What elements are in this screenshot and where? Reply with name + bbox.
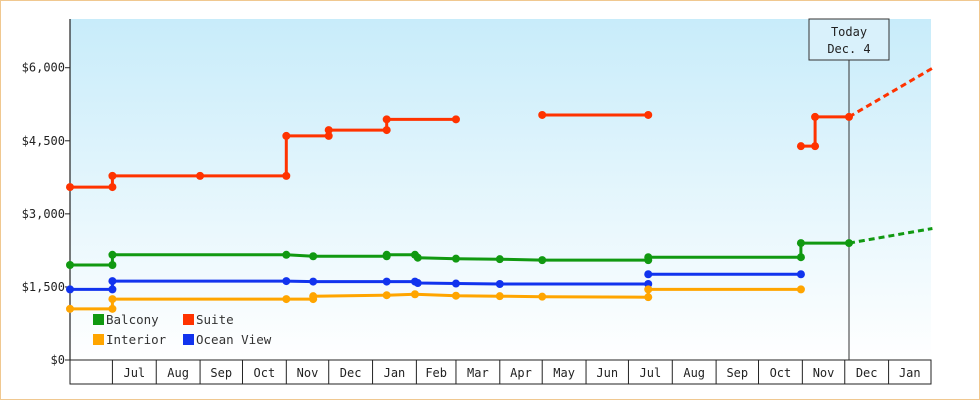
data-point-interior (495, 292, 504, 301)
legend-label-suite: Suite (196, 312, 234, 327)
data-point-balcony (108, 261, 117, 270)
data-point-suite (796, 142, 805, 151)
data-point-balcony (451, 254, 460, 263)
data-point-interior (282, 295, 291, 304)
data-point-balcony (413, 253, 422, 262)
series-line-suite (800, 115, 849, 148)
data-point-suite (108, 171, 117, 180)
y-tick-label: $1,500 (22, 280, 65, 294)
x-tick-label-nov: Nov (297, 366, 319, 380)
data-point-interior (796, 285, 805, 294)
x-tick-label-aug: Aug (683, 366, 705, 380)
data-point-suite (811, 112, 820, 121)
data-point-suite (382, 115, 391, 124)
data-point-ocean-view (413, 279, 422, 288)
data-point-balcony (309, 252, 318, 261)
data-point-suite (644, 110, 653, 119)
data-point-balcony (796, 253, 805, 262)
legend-swatch-ocean-view (183, 334, 194, 345)
data-point-suite (324, 131, 333, 140)
x-tick-label-sep: Sep (726, 366, 748, 380)
data-point-suite (538, 110, 547, 119)
plot-area (70, 19, 931, 360)
x-tick-label-may: May (553, 366, 575, 380)
data-point-interior (451, 291, 460, 300)
data-point-suite (196, 171, 205, 180)
legend-label-ocean-view: Ocean View (196, 332, 272, 347)
data-point-ocean-view (66, 285, 74, 294)
x-tick-label-jun: Jun (596, 366, 618, 380)
data-point-ocean-view (451, 279, 460, 288)
data-point-interior (644, 285, 653, 294)
data-point-balcony (282, 250, 291, 259)
x-tick-label-dec: Dec (340, 366, 362, 380)
x-tick-label-feb: Feb (425, 366, 447, 380)
legend-swatch-interior (93, 334, 104, 345)
x-tick-label-nov: Nov (813, 366, 835, 380)
y-tick-label: $3,000 (22, 207, 65, 221)
data-point-interior (538, 292, 547, 301)
today-label: Today (831, 25, 867, 39)
x-tick-label-jan: Jan (384, 366, 406, 380)
data-point-balcony (382, 250, 391, 259)
x-tick-label-dec: Dec (856, 366, 878, 380)
today-date: Dec. 4 (827, 42, 870, 56)
y-tick-label: $0 (51, 353, 65, 367)
legend-label-interior: Interior (106, 332, 167, 347)
data-point-balcony (796, 239, 805, 248)
x-tick-label-sep: Sep (210, 366, 232, 380)
data-point-interior (382, 291, 391, 300)
x-tick-label-jul: Jul (640, 366, 662, 380)
x-tick-label-apr: Apr (510, 366, 532, 380)
data-point-suite (282, 171, 291, 180)
data-point-suite (282, 131, 291, 140)
data-point-interior (66, 304, 74, 313)
y-tick-label: $6,000 (22, 61, 65, 75)
data-point-suite (66, 183, 74, 192)
data-point-ocean-view (382, 277, 391, 286)
today-box (808, 18, 890, 61)
data-point-interior (309, 292, 318, 301)
data-point-interior (644, 293, 653, 302)
legend-swatch-suite (183, 314, 194, 325)
data-point-ocean-view (108, 277, 117, 286)
x-tick-label-aug: Aug (167, 366, 189, 380)
data-point-suite (451, 115, 460, 124)
data-point-ocean-view (644, 270, 653, 279)
x-axis-strip (69, 359, 932, 385)
data-point-ocean-view (495, 280, 504, 289)
data-point-interior (410, 290, 419, 299)
data-point-suite (811, 142, 820, 151)
data-point-ocean-view (796, 270, 805, 279)
projection-line-suite (848, 66, 934, 119)
x-tick-label-jul: Jul (123, 366, 145, 380)
legend-swatch-balcony (93, 314, 104, 325)
data-point-balcony (644, 253, 653, 262)
projection-line-balcony (848, 227, 933, 245)
data-point-balcony (66, 261, 74, 270)
data-point-interior (108, 295, 117, 304)
data-point-suite (108, 183, 117, 192)
y-tick-label: $4,500 (22, 134, 65, 148)
data-point-ocean-view (282, 277, 291, 286)
legend-label-balcony: Balcony (106, 312, 159, 327)
data-point-suite (382, 126, 391, 135)
x-tick-label-oct: Oct (770, 366, 792, 380)
data-point-balcony (495, 255, 504, 264)
data-point-interior (108, 304, 117, 313)
data-point-balcony (538, 256, 547, 265)
series-line-interior (70, 287, 801, 311)
x-tick-label-oct: Oct (254, 366, 276, 380)
data-point-ocean-view (309, 277, 318, 286)
data-point-ocean-view (108, 285, 117, 294)
x-tick-label-jan: Jan (899, 366, 921, 380)
x-tick-label-mar: Mar (467, 366, 489, 380)
data-point-suite (324, 126, 333, 135)
data-point-balcony (108, 250, 117, 259)
